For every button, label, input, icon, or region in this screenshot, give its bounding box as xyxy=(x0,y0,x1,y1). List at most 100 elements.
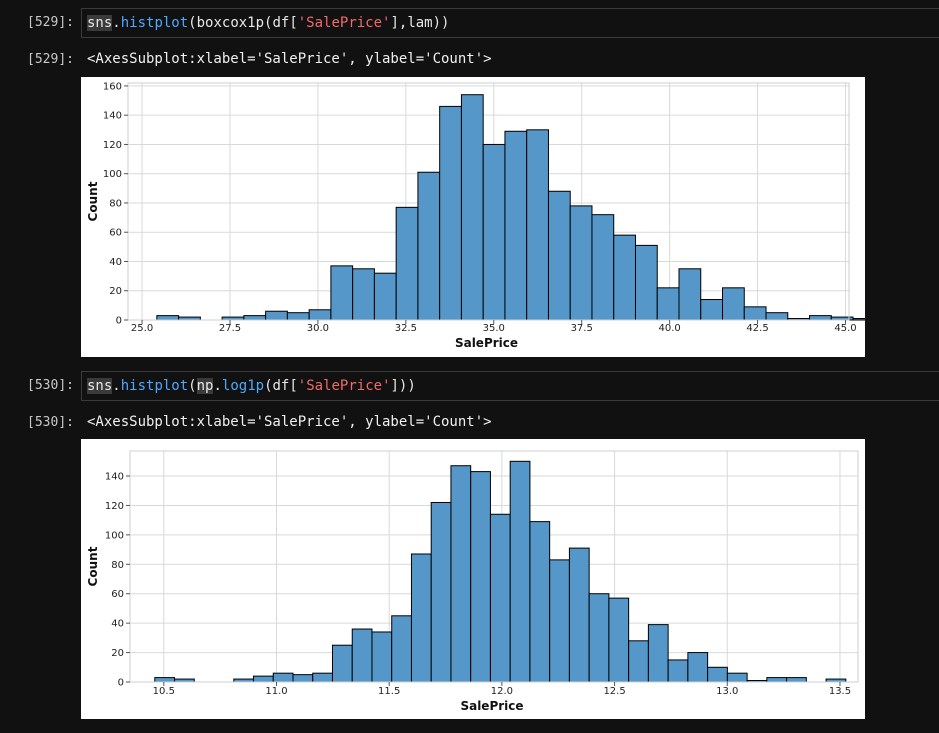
y-tick-label: 40 xyxy=(111,619,124,630)
y-tick-label: 80 xyxy=(111,560,124,571)
code-token-string: 'SalePrice' xyxy=(297,378,391,394)
code-token-string: 'SalePrice' xyxy=(297,15,391,31)
histogram-bar xyxy=(312,672,333,683)
y-tick-label: 0 xyxy=(118,678,124,689)
histogram-bar xyxy=(292,674,314,683)
y-tick-label: 160 xyxy=(103,81,122,92)
code-token-np: np xyxy=(196,378,214,394)
histogram-bar xyxy=(588,593,610,683)
code-line-530: sns.histplot(np.log1p(df['SalePrice'])) xyxy=(87,378,416,394)
input-prompt-529: [529]: xyxy=(27,15,74,30)
histogram-bar xyxy=(253,675,274,683)
code-token-dot: . xyxy=(213,378,222,394)
x-tick-label: 35.0 xyxy=(483,323,505,334)
code-token-func: histplot xyxy=(120,378,189,394)
histogram-bar xyxy=(743,306,767,321)
y-tick-label: 100 xyxy=(103,169,122,180)
histogram-bar xyxy=(628,640,649,683)
y-axis-label: Count xyxy=(86,181,100,221)
code-cell-530[interactable]: sns.histplot(np.log1p(df['SalePrice'])) xyxy=(81,371,939,401)
y-tick-label: 40 xyxy=(109,257,122,268)
y-tick-label: 140 xyxy=(103,111,122,122)
histogram-bar xyxy=(766,677,788,683)
histogram-bar xyxy=(852,318,865,321)
histogram-bar xyxy=(509,460,531,683)
histogram-bar xyxy=(678,268,702,321)
histogram-bar xyxy=(460,94,484,321)
chart-panel-529: 25.0 27.5 30.0 32.5 35.0 37.5 40.0 42.5 45.0 0 20 4… xyxy=(81,77,865,357)
y-tick-label: 140 xyxy=(105,472,124,483)
x-tick-label: 10.5 xyxy=(153,686,175,697)
histogram-bar xyxy=(529,521,551,683)
histogram-bar xyxy=(547,190,571,321)
code-line-529: sns.histplot(boxcox1p(df['SalePrice'],la… xyxy=(87,15,449,31)
chart-panel-530: 10.5 11.0 11.5 12.0 12.5 13.0 13.5 0 20 40 60 80 100… xyxy=(81,439,865,719)
output-text-530: <AxesSubplot:xlabel='SalePrice', ylabel=… xyxy=(87,414,492,430)
y-tick-label: 0 xyxy=(116,316,122,327)
histogram-bar xyxy=(687,652,709,683)
y-tick-label: 20 xyxy=(109,286,122,297)
histogram-bar xyxy=(568,547,590,683)
histogram-bar xyxy=(330,265,354,321)
x-tick-label: 11.5 xyxy=(378,686,400,697)
y-tick-label: 120 xyxy=(103,140,122,151)
axes-frame xyxy=(129,450,859,683)
x-tick-label: 25.0 xyxy=(131,323,153,334)
histogram-bar xyxy=(351,628,373,683)
x-tick-label: 45.0 xyxy=(834,323,856,334)
histogram-bar xyxy=(272,672,294,683)
x-tick-label: 13.5 xyxy=(829,686,851,697)
x-axis-label: SalePrice xyxy=(460,699,523,713)
code-token-dot: . xyxy=(112,15,121,31)
histogram-bar xyxy=(722,287,745,321)
code-token-inner-open: (df[ xyxy=(264,378,298,394)
histogram-bar xyxy=(608,597,630,683)
histogram-bar xyxy=(726,672,748,683)
histogram-bar xyxy=(656,287,680,321)
x-tick-label: 12.5 xyxy=(603,686,625,697)
histogram-bar xyxy=(504,130,528,321)
histogram-bar xyxy=(613,234,636,321)
code-token-sns: sns xyxy=(87,15,113,31)
histogram-bar xyxy=(489,513,511,683)
y-tick-label: 120 xyxy=(105,501,124,512)
code-cell-529[interactable]: sns.histplot(boxcox1p(df['SalePrice'],la… xyxy=(81,8,939,38)
x-tick-label: 37.5 xyxy=(571,323,593,334)
code-token-sns: sns xyxy=(87,378,113,394)
histogram-bar xyxy=(634,244,658,321)
y-tick-label: 20 xyxy=(111,648,124,659)
x-tick-label: 11.0 xyxy=(265,686,287,697)
code-token-close: ],lam)) xyxy=(390,15,450,31)
x-tick-label: 30.0 xyxy=(307,323,329,334)
code-token-func: histplot xyxy=(120,15,189,31)
histogram-bar xyxy=(156,315,180,321)
histogram-bar xyxy=(786,677,807,683)
histogram-bar xyxy=(700,299,724,321)
histogram-bar xyxy=(373,272,397,321)
histogram-boxcox: 25.0 27.5 30.0 32.5 35.0 37.5 40.0 42.5 45.0 0 20 4… xyxy=(86,81,865,350)
histogram-bar xyxy=(482,143,506,321)
histogram-bar xyxy=(286,312,310,321)
histogram-bar xyxy=(410,553,432,683)
histogram-bar xyxy=(331,644,353,683)
y-tick-label: 100 xyxy=(105,530,124,541)
x-tick-label: 42.5 xyxy=(746,323,768,334)
histogram-bar xyxy=(667,659,689,683)
histogram-bar xyxy=(591,214,615,321)
histogram-bar xyxy=(809,315,832,321)
output-text-529: <AxesSubplot:xlabel='SalePrice', ylabel=… xyxy=(87,51,492,67)
histogram-bar xyxy=(308,309,332,321)
histogram-bar xyxy=(450,465,472,683)
y-tick-label: 80 xyxy=(109,198,122,209)
x-tick-label: 12.0 xyxy=(491,686,513,697)
x-tick-label: 32.5 xyxy=(395,323,417,334)
histogram-bar xyxy=(391,615,412,683)
histogram-bar xyxy=(439,105,462,321)
y-tick-label: 60 xyxy=(111,589,124,600)
histogram-bar xyxy=(371,631,393,683)
histogram-bar xyxy=(647,624,669,683)
histogram-bar xyxy=(417,171,441,321)
x-axis-label: SalePrice xyxy=(455,336,518,350)
x-tick-label: 27.5 xyxy=(219,323,241,334)
x-tick-label: 40.0 xyxy=(658,323,680,334)
